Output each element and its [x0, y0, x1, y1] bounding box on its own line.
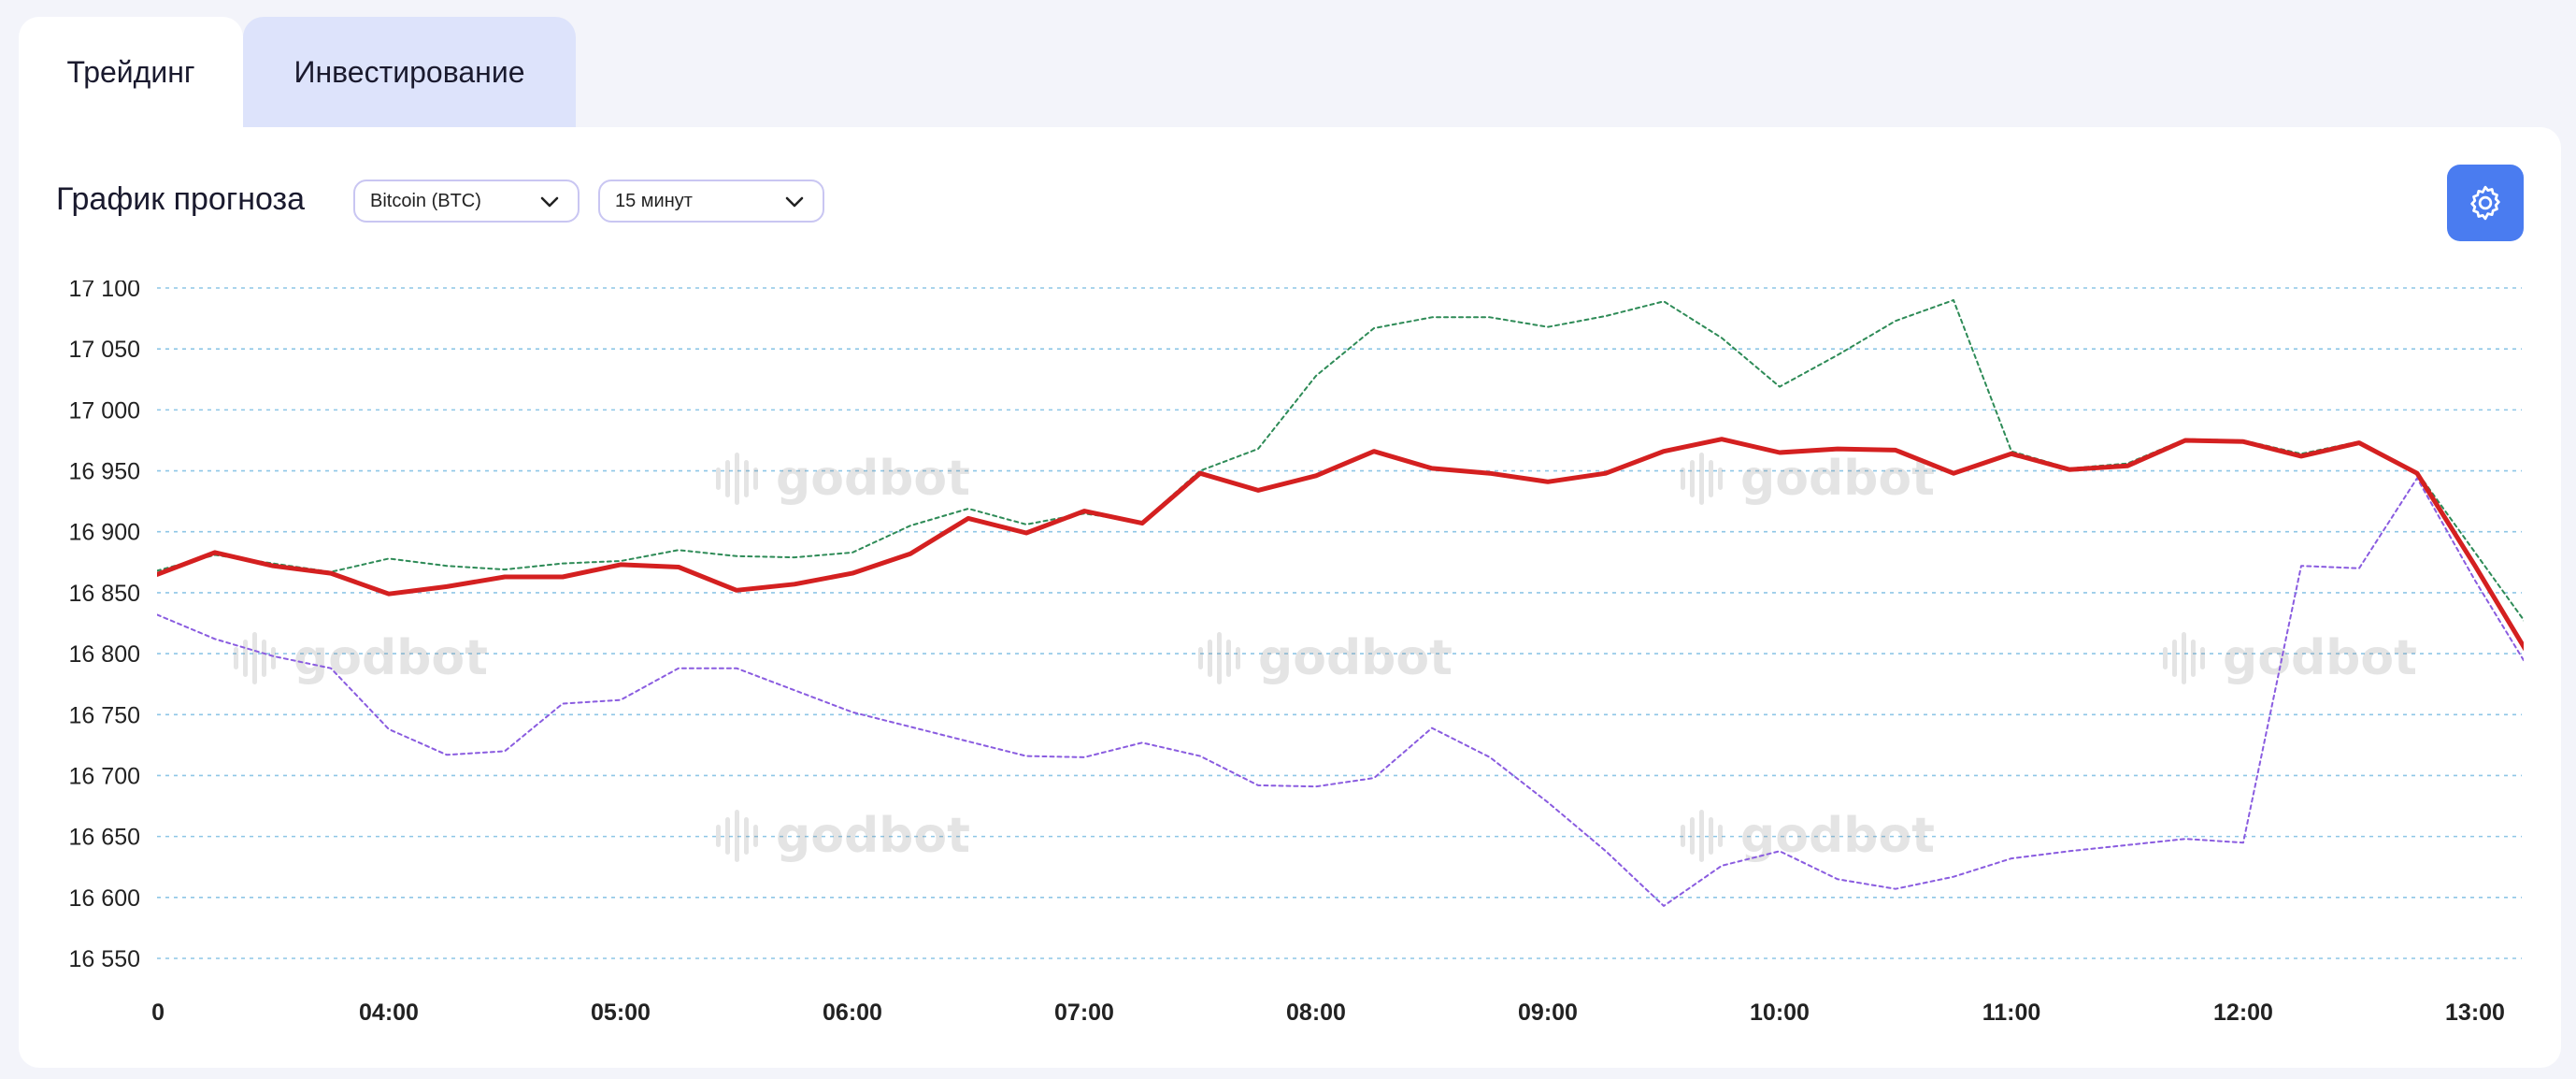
- svg-text:godbot: godbot: [1258, 630, 1453, 686]
- y-tick-label: 16 850: [69, 581, 140, 607]
- x-tick-label: 08:00: [1286, 1000, 1346, 1026]
- y-tick-label: 16 550: [69, 946, 140, 972]
- tab-investing[interactable]: Инвестирование: [243, 17, 576, 127]
- chevron-down-icon: [540, 196, 559, 208]
- watermark-logo: godbot: [234, 630, 488, 686]
- tab-bar: Трейдинг Инвестирование: [19, 17, 576, 127]
- svg-text:godbot: godbot: [1740, 451, 1935, 507]
- watermark-logo: godbot: [2163, 630, 2417, 686]
- y-tick-label: 16 750: [69, 702, 140, 728]
- coin-select-value: Bitcoin (BTC): [370, 190, 481, 211]
- y-tick-label: 16 600: [69, 885, 140, 912]
- watermark-logo: godbot: [716, 808, 970, 864]
- axis-mask: [56, 252, 168, 281]
- y-tick-label: 17 050: [69, 337, 140, 363]
- y-tick-label: 16 950: [69, 459, 140, 485]
- gear-icon: [2470, 185, 2500, 221]
- interval-select-value: 15 минут: [615, 190, 693, 211]
- x-tick-label: 04:00: [359, 1000, 419, 1026]
- svg-text:godbot: godbot: [776, 451, 970, 507]
- svg-text:godbot: godbot: [2223, 630, 2417, 686]
- x-tick-label: 05:00: [591, 1000, 651, 1026]
- forecast-series-line: [157, 437, 2524, 652]
- watermark-logo: godbot: [716, 451, 970, 507]
- x-tick-label: 12:00: [2213, 1000, 2273, 1026]
- y-tick-label: 16 650: [69, 825, 140, 851]
- x-tick-label: 06:00: [823, 1000, 882, 1026]
- x-tick-label: 0: [151, 1000, 165, 1026]
- upper-series-line: [157, 299, 2524, 622]
- x-tick-label: 09:00: [1518, 1000, 1578, 1026]
- x-tick-label: 10:00: [1750, 1000, 1810, 1026]
- settings-button[interactable]: [2447, 165, 2524, 241]
- watermark-logo: godbot: [1681, 808, 1935, 864]
- x-tick-label: 07:00: [1054, 1000, 1114, 1026]
- x-tick-label: 11:00: [1982, 1000, 2041, 1026]
- coin-select[interactable]: Bitcoin (BTC): [353, 180, 580, 223]
- svg-text:godbot: godbot: [776, 808, 970, 864]
- forecast-panel: График прогноза Bitcoin (BTC) 15 минут: [19, 127, 2561, 1068]
- y-tick-label: 16 800: [69, 641, 140, 668]
- lower-series-line: [157, 477, 2524, 907]
- x-tick-label: 13:00: [2445, 1000, 2505, 1026]
- y-tick-label: 17 000: [69, 397, 140, 424]
- interval-select[interactable]: 15 минут: [598, 180, 824, 223]
- y-tick-label: 16 900: [69, 520, 140, 546]
- watermark-logo: godbot: [1198, 630, 1453, 686]
- y-tick-label: 16 700: [69, 763, 140, 789]
- chevron-down-icon: [785, 196, 804, 208]
- svg-text:godbot: godbot: [293, 630, 488, 686]
- tab-trading[interactable]: Трейдинг: [19, 17, 243, 127]
- watermark-logo: godbot: [1681, 451, 1935, 507]
- panel-title: График прогноза: [56, 181, 306, 217]
- svg-text:godbot: godbot: [1740, 808, 1935, 864]
